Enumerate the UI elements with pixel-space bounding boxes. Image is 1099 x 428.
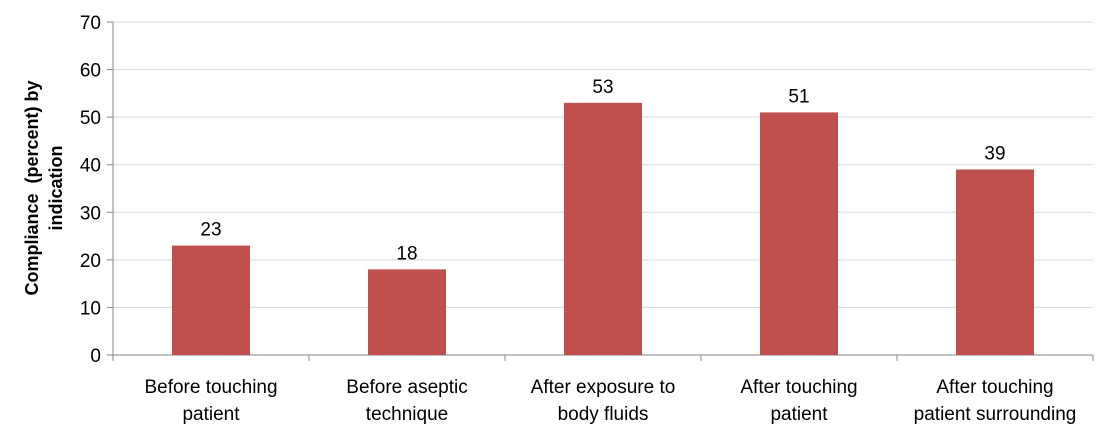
x-category-label: Before touching [144,377,277,398]
data-label: 51 [788,86,809,107]
bar [172,245,250,355]
bars [172,102,1034,355]
y-axis-title-line: indication [46,146,66,231]
data-label: 53 [592,77,613,98]
bar [760,112,838,355]
bar [956,169,1034,355]
x-category-label: patient surrounding [914,404,1077,425]
y-tick-label: 30 [80,203,101,224]
x-category-label: patient [182,404,240,425]
y-tick-label: 50 [80,108,101,129]
x-category-label: After touching [936,377,1053,398]
y-tick-label: 70 [80,13,101,34]
y-axis-title-line: Compliance (percent) by [22,80,42,295]
y-axis-title: Compliance (percent) by indication [22,80,66,295]
labels: 0 10 20 30 40 50 60 70 23 Before touching patient 1… [80,13,1076,425]
x-category-label: technique [366,404,448,425]
y-tick-label: 60 [80,61,101,82]
data-label: 18 [396,243,417,264]
y-tick-label: 0 [90,346,101,367]
x-category-label: After exposure to [531,377,676,398]
y-tick-label: 20 [80,251,101,272]
x-category-label: After touching [740,377,857,398]
data-label: 23 [200,220,221,241]
x-category-label: Before aseptic [346,377,467,398]
x-category-label: patient [770,404,828,425]
bar [368,269,446,355]
bar [564,102,642,355]
y-tick-label: 40 [80,156,101,177]
data-label: 39 [984,143,1005,164]
x-category-label: body fluids [558,404,649,425]
y-tick-label: 10 [80,298,101,319]
